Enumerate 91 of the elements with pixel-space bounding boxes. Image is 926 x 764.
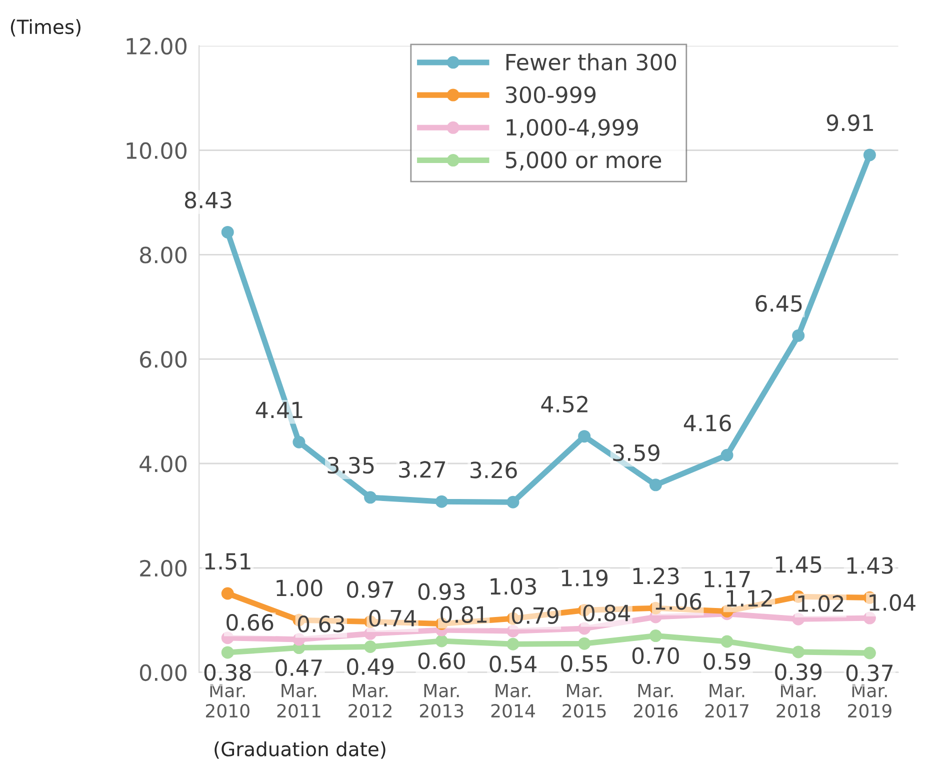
y-tick-label: 12.00 xyxy=(126,38,187,55)
point xyxy=(221,632,234,644)
point xyxy=(292,436,306,448)
point xyxy=(435,634,448,648)
x-tick-label: Mar. 2016 xyxy=(634,684,678,718)
point xyxy=(792,612,805,626)
data-label: 4.41 xyxy=(256,402,302,418)
point xyxy=(506,496,520,508)
data-label: 1.23 xyxy=(633,568,679,584)
legend-label: Fewer than 300 xyxy=(506,53,676,71)
data-label: 6.45 xyxy=(756,295,802,312)
point xyxy=(292,633,306,646)
data-label: 0.74 xyxy=(369,610,416,627)
point xyxy=(649,478,662,492)
data-label: 0.93 xyxy=(418,583,465,600)
x-tick-label: Mar. 2012 xyxy=(348,684,392,718)
data-label: 0.70 xyxy=(632,647,679,664)
data-label: 1.45 xyxy=(776,556,822,573)
y-axis-title: (Times) xyxy=(10,19,80,36)
x-tick-label: Mar. 2010 xyxy=(206,684,250,718)
point xyxy=(435,495,448,508)
data-label: 3.26 xyxy=(470,462,517,478)
legend-label: 5,000 or more xyxy=(506,152,662,171)
data-label: 0.54 xyxy=(490,656,536,672)
x-tick-label: Mar. 2017 xyxy=(705,684,748,718)
y-tick-label: 0.00 xyxy=(140,664,187,682)
data-label: 9.91 xyxy=(826,114,873,132)
data-label: 1.00 xyxy=(276,580,322,596)
point xyxy=(221,587,234,600)
data-label: 0.84 xyxy=(583,604,630,622)
point xyxy=(863,612,876,624)
data-label: 0.66 xyxy=(226,614,274,631)
data-label: 3.35 xyxy=(328,456,374,474)
point xyxy=(578,430,591,443)
data-label: 0.38 xyxy=(204,664,251,681)
point xyxy=(364,627,377,640)
data-label: 1.02 xyxy=(798,595,844,612)
point xyxy=(221,646,234,659)
data-label: 1.19 xyxy=(562,570,608,586)
y-tick-label: 8.00 xyxy=(140,246,187,264)
x-tick-label: Mar. 2013 xyxy=(420,684,464,718)
data-label: 0.49 xyxy=(347,658,394,676)
legend-label: 300-999 xyxy=(506,86,596,104)
data-label: 0.37 xyxy=(846,664,893,682)
data-label: 0.97 xyxy=(347,581,394,598)
point xyxy=(364,640,377,653)
data-label: 0.63 xyxy=(298,616,344,632)
data-label: 1.51 xyxy=(205,553,250,570)
data-label: 0.47 xyxy=(276,659,322,676)
point xyxy=(792,646,805,658)
point xyxy=(720,604,734,618)
point xyxy=(863,148,876,162)
data-label: 4.16 xyxy=(684,414,731,432)
y-tick-label: 4.00 xyxy=(140,455,187,472)
data-label: 0.81 xyxy=(440,606,487,623)
point xyxy=(221,226,234,238)
x-tick-label: Mar. 2015 xyxy=(562,684,606,718)
point xyxy=(649,630,662,642)
point xyxy=(506,638,520,650)
data-label: 0.59 xyxy=(704,653,750,670)
point xyxy=(792,329,805,342)
y-tick-label: 2.00 xyxy=(140,560,187,577)
x-axis-title: (Graduation date) xyxy=(214,741,386,759)
point xyxy=(720,448,734,462)
point xyxy=(578,637,591,650)
y-tick-label: 10.00 xyxy=(126,142,187,160)
point xyxy=(578,622,591,635)
point xyxy=(506,624,520,638)
data-label: 0.60 xyxy=(418,652,465,670)
data-label: 0.39 xyxy=(775,663,822,680)
data-label: 1.06 xyxy=(656,593,702,610)
x-tick-label: Mar. 2014 xyxy=(491,684,535,718)
data-label: 1.17 xyxy=(704,570,750,588)
data-label: 1.03 xyxy=(490,578,536,595)
legend-label: 1,000-4,999 xyxy=(506,118,638,138)
data-label: 8.43 xyxy=(184,192,232,208)
x-tick-label: Mar. 2019 xyxy=(848,684,892,718)
data-label: 0.55 xyxy=(561,655,608,672)
data-label: 1.12 xyxy=(726,590,772,606)
data-label: 1.43 xyxy=(847,557,893,574)
data-label: 3.27 xyxy=(399,461,446,478)
point xyxy=(863,646,876,660)
x-tick-label: Mar. 2018 xyxy=(776,684,820,718)
data-label: 1.04 xyxy=(870,594,916,611)
data-label: 0.79 xyxy=(512,607,558,624)
point xyxy=(364,491,377,504)
data-label: 3.59 xyxy=(613,444,660,462)
data-label: 4.52 xyxy=(541,396,588,413)
x-tick-label: Mar. 2011 xyxy=(277,684,320,718)
y-tick-label: 6.00 xyxy=(140,351,187,368)
point xyxy=(720,635,734,648)
